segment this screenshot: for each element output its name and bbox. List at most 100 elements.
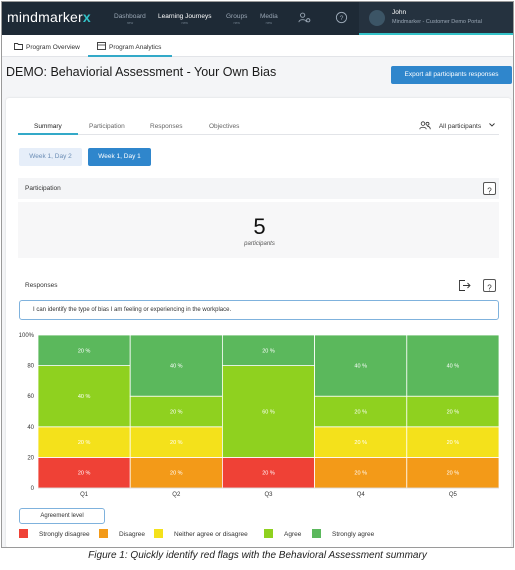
participation-help-button[interactable]: ? [483,182,496,196]
user-name: John [392,9,407,16]
tab-program-overview[interactable]: Program Overview [14,42,80,51]
chart-legend: Strongly disagree Disagree Neither agree… [19,529,499,541]
legend-swatch [154,529,163,538]
data-label: 40 % [78,394,91,400]
nav-dashboard[interactable]: Dashboard new [114,13,146,25]
tab-participation[interactable]: Participation [89,123,125,130]
legend-neutral: Neither agree or disagree [154,529,248,538]
legend-swatch [312,529,321,538]
agreement-level-button[interactable]: Agreement level [19,508,105,524]
data-label: 20 % [170,410,183,416]
svg-text:?: ? [340,15,344,22]
y-tick-label: 40 [27,425,34,431]
avatar [369,10,385,26]
export-icon [459,280,471,291]
y-tick-label: 20 [27,455,34,461]
mindmarker-logo[interactable]: mindmarkerx [7,9,91,25]
legend-strongly-agree: Strongly agree [312,529,374,538]
figure-caption: Figure 1: Quickly identify red flags wit… [88,550,427,561]
data-label: 20 % [170,440,183,446]
participant-count: 5 [253,214,266,239]
participation-header [18,178,499,199]
tabs-divider [18,134,499,135]
data-label: 40 % [447,364,460,370]
legend-swatch [19,529,28,538]
participant-count-label: participants [244,241,275,247]
user-menu-underline [359,33,513,35]
y-tick-label: 100% [19,333,35,339]
participant-count-box [18,202,499,258]
tab-responses[interactable]: Responses [150,123,183,130]
user-menu[interactable]: John Mindmarker - Customer Demo Portal [359,2,513,35]
participants-filter[interactable]: All participants [419,121,496,130]
svg-text:?: ? [487,187,492,196]
stacked-bar-chart: 0 20 40 60 80 100% 20 % 20 % 40 % 20 % Q1 20 % 20 % 2… [19,333,500,498]
x-tick-label: Q4 [357,492,366,498]
bar-segment [314,395,408,428]
app-frame: mindmarkerx Dashboard new Learning Journe… [1,1,514,548]
bar-segment [406,395,500,428]
nav-media[interactable]: Media new [260,13,278,25]
top-navigation: mindmarkerx Dashboard new Learning Journe… [2,2,513,35]
legend-strongly-disagree: Strongly disagree [19,529,90,538]
x-tick-label: Q5 [449,492,458,498]
data-label: 20 % [262,471,275,477]
legend-agree: Agree [264,529,301,538]
y-tick-label: 60 [27,394,34,400]
active-tab-indicator [18,133,78,135]
data-label: 20 % [354,440,367,446]
help-icon: ? [487,187,492,196]
legend-swatch [99,529,108,538]
data-label: 20 % [354,471,367,477]
bar-segment [406,456,500,489]
week-pill-day1[interactable]: Week 1, Day 1 [88,148,151,166]
program-subtabs: Program Overview Program Analytics [2,35,513,57]
page-title: DEMO: Behaviorial Assessment - Your Own … [6,65,277,79]
bar-segment [129,426,223,458]
help-icon: ? [487,284,492,293]
data-label: 20 % [354,410,367,416]
data-label: 20 % [78,471,91,477]
week-pill-day2[interactable]: Week 1, Day 2 [19,148,82,166]
export-responses-button[interactable] [458,279,471,292]
export-participants-button[interactable]: Export all participants responses [391,66,512,84]
bar-segment [314,334,408,397]
help-circle-icon[interactable]: ? [335,11,348,24]
data-label: 20 % [78,440,91,446]
nav-learning-journeys[interactable]: Learning Journeys new [158,13,212,25]
nav-groups[interactable]: Groups new [226,13,248,25]
tab-objectives[interactable]: Objectives [209,123,240,130]
users-icon [419,121,431,130]
tab-program-analytics[interactable]: Program Analytics [97,42,161,51]
bar-segment [406,426,500,458]
user-organization: Mindmarker - Customer Demo Portal [392,19,482,25]
x-tick-label: Q1 [80,492,89,498]
analytics-icon [97,42,106,50]
legend-disagree: Disagree [99,529,145,538]
legend-swatch [264,529,273,538]
responses-heading: Responses [25,282,58,289]
participation-heading: Participation [25,185,61,192]
chevron-down-icon [489,123,495,127]
x-tick-label: Q3 [264,492,273,498]
bar-segment [406,334,500,397]
bar-segment [129,395,223,428]
question-text: I can identify the type of bias I am fee… [33,307,232,313]
question-selector[interactable]: I can identify the type of bias I am fee… [19,300,499,320]
bar-segment [37,334,131,367]
responses-help-button[interactable]: ? [483,279,496,293]
data-label: 20 % [447,471,460,477]
data-label: 20 % [447,440,460,446]
y-tick-label: 80 [27,364,34,370]
x-tick-label: Q2 [172,492,181,498]
data-label: 40 % [354,364,367,370]
users-gear-icon[interactable] [298,11,311,24]
svg-text:?: ? [487,284,492,293]
bar-segment [129,334,223,397]
data-label: 40 % [170,364,183,370]
data-label: 20 % [170,471,183,477]
data-label: 20 % [78,348,91,354]
data-label: 60 % [262,410,275,416]
tab-summary[interactable]: Summary [34,123,62,130]
folder-icon [14,43,23,50]
